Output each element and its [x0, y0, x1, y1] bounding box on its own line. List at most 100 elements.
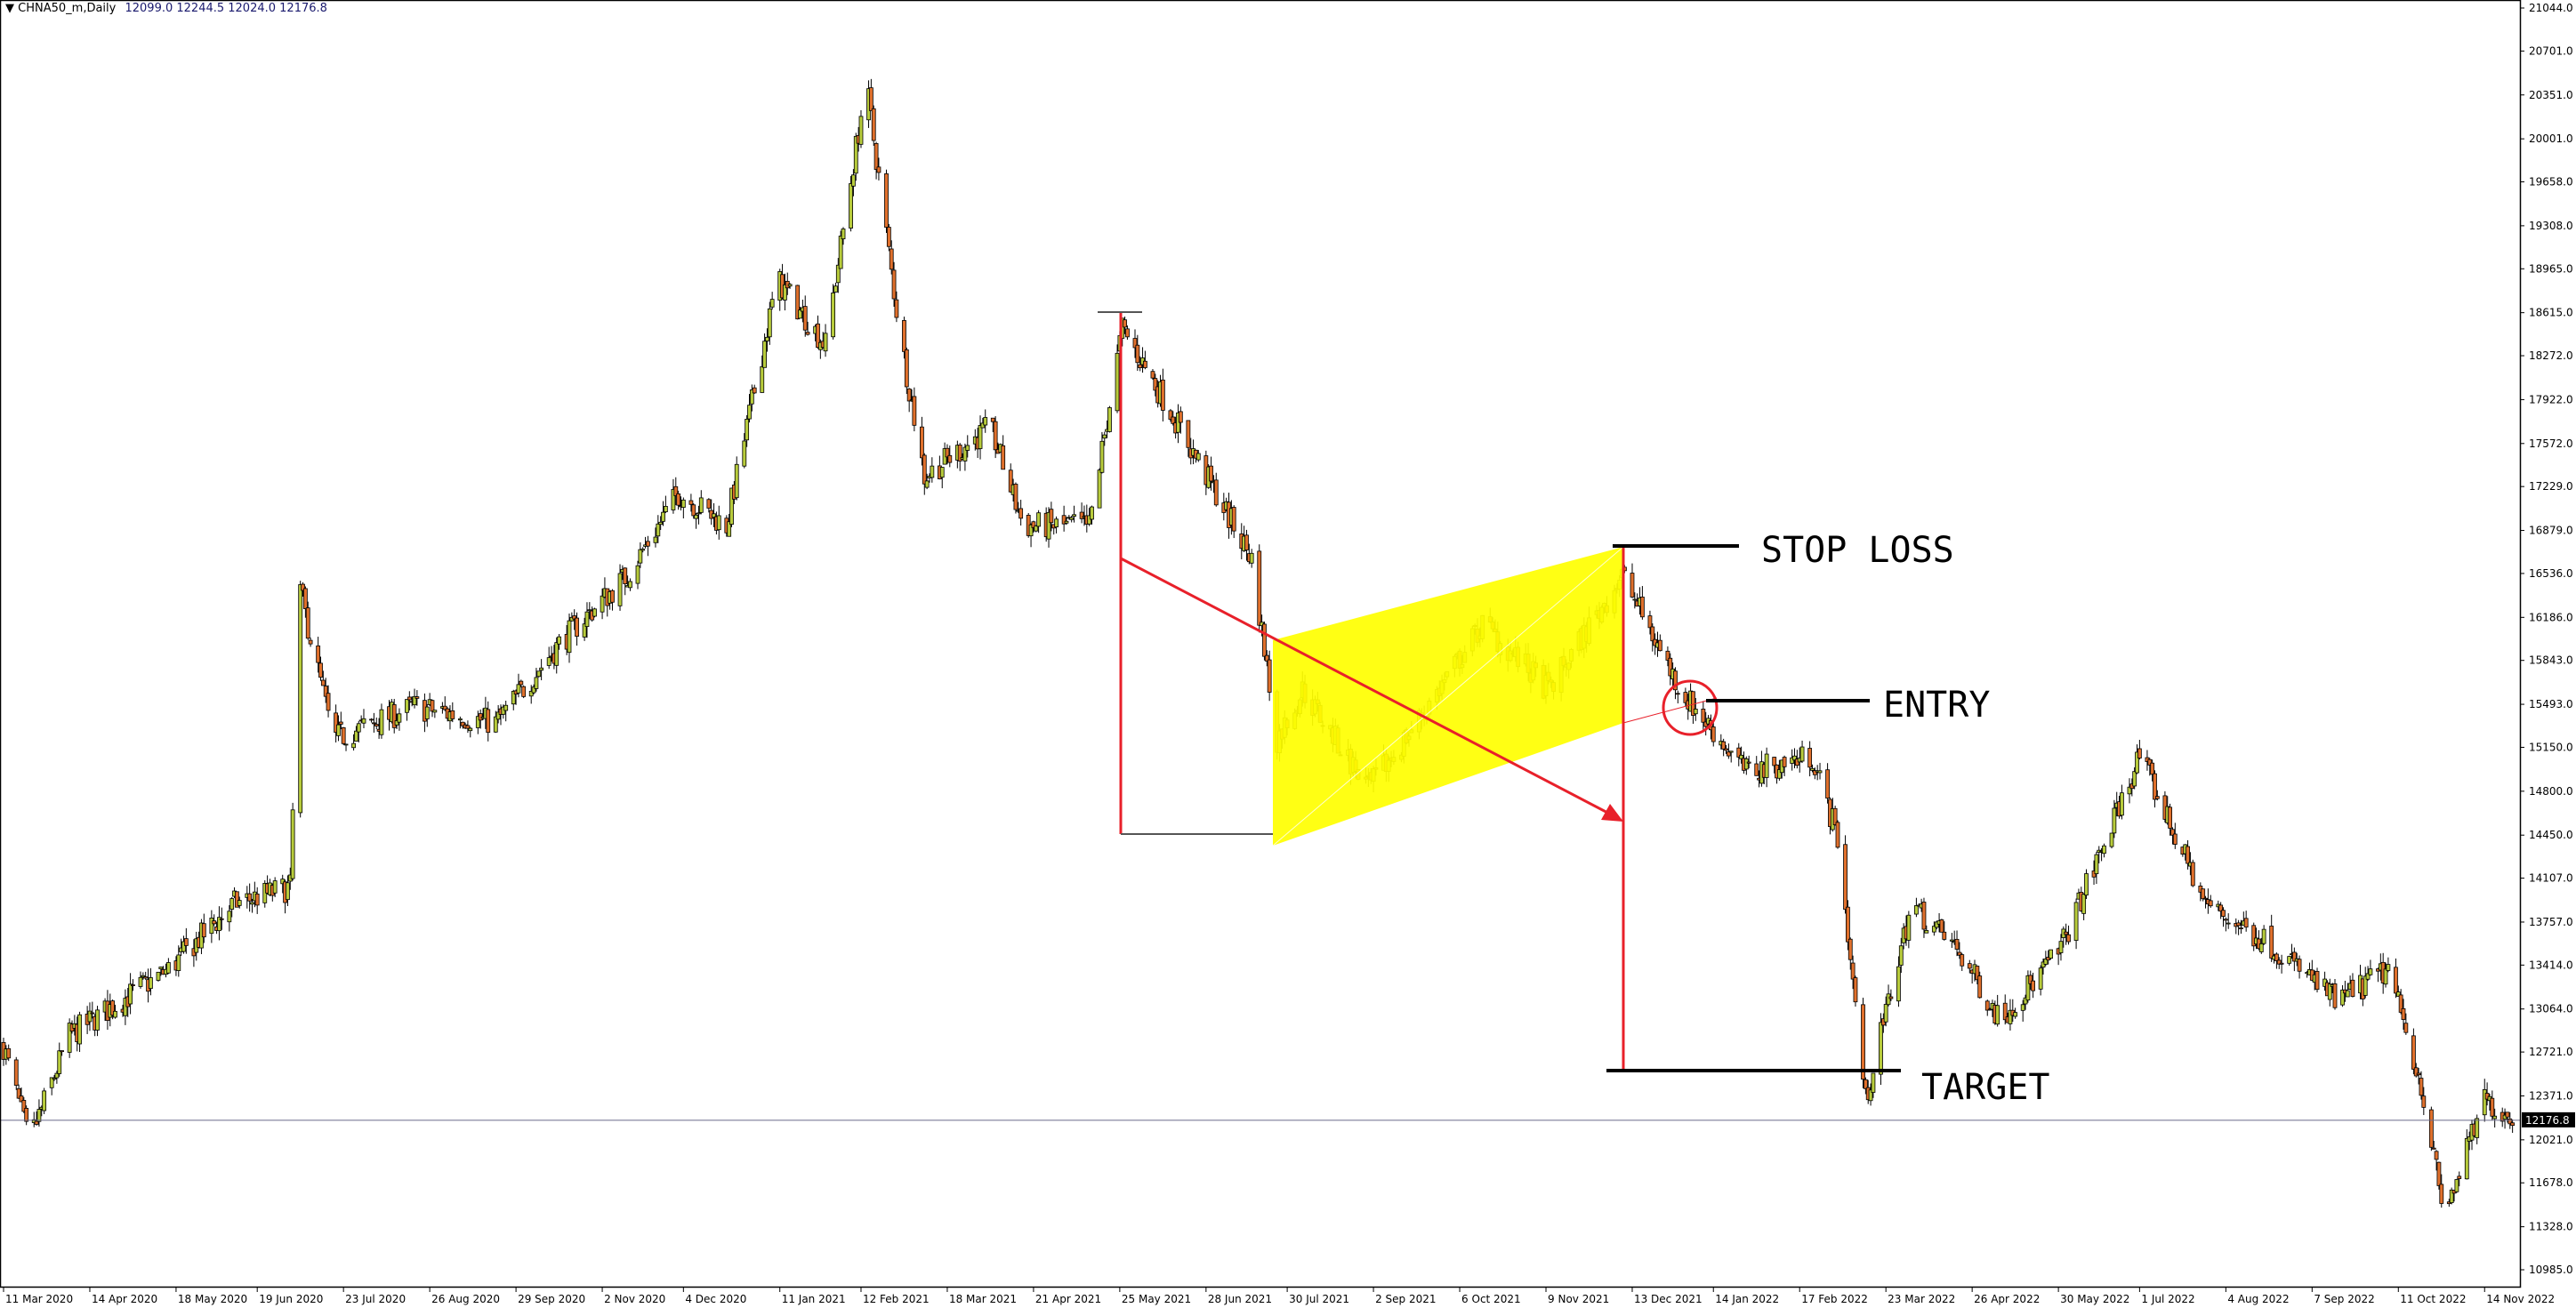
bear-candle [519, 680, 524, 686]
collapse-triangle-icon[interactable]: ▼ [5, 2, 14, 15]
current-price-badge [2522, 1111, 2575, 1127]
x-tick-label: 18 May 2020 [178, 1293, 247, 1305]
bear-candle [2401, 1007, 2406, 1020]
bull-candle [1102, 434, 1107, 439]
bull-candle [87, 1010, 93, 1023]
bear-candle [1143, 360, 1147, 368]
bear-candle [2172, 833, 2178, 845]
bull-candle [158, 967, 164, 969]
bear-candle [2431, 1147, 2436, 1150]
bear-candle [1061, 515, 1067, 525]
bull-candle [823, 333, 828, 352]
bear-candle [884, 173, 889, 228]
entry-circle[interactable] [1662, 679, 1719, 736]
bear-candle [131, 984, 135, 986]
bull-candle [747, 405, 752, 420]
bull-candle [54, 1072, 60, 1079]
bull-candle [2102, 845, 2106, 855]
bear-candle [2239, 927, 2243, 930]
bull-candle [138, 976, 143, 987]
x-tick-label: 28 Jun 2021 [1208, 1293, 1272, 1305]
bull-candle [978, 425, 983, 449]
bull-candle [2454, 1179, 2459, 1192]
bear-candle [2221, 910, 2226, 917]
bear-candle [1231, 507, 1236, 532]
bull-candle [1097, 469, 1102, 509]
bull-candle [2383, 968, 2388, 985]
bull-candle [250, 902, 254, 905]
x-tick-label: 6 Oct 2021 [1461, 1293, 1521, 1305]
bull-candle [853, 135, 858, 174]
bull-candle [939, 467, 945, 478]
bull-candle [1931, 926, 1936, 933]
x-tick-label: 14 Nov 2022 [2486, 1293, 2555, 1305]
bear-candle [575, 617, 579, 637]
annotations-layer: STOP LOSS ENTRY TARGET [1098, 311, 2050, 1108]
bull-candle [2084, 873, 2089, 896]
bull-candle [42, 1090, 47, 1111]
bull-candle [343, 743, 349, 746]
bear-candle [2170, 829, 2175, 836]
bear-candle [305, 607, 310, 639]
bull-candle [767, 308, 772, 338]
bull-candle [2025, 975, 2031, 1001]
bull-candle [1817, 770, 1823, 774]
bull-candle [1028, 524, 1034, 537]
bull-candle [354, 730, 358, 742]
projection-arrow-line[interactable] [1120, 557, 1615, 818]
bull-candle [468, 727, 473, 732]
x-tick-label: 2 Sep 2021 [1375, 1293, 1436, 1305]
bear-candle [2332, 983, 2338, 1008]
y-tick-label: 15150.0 [2529, 741, 2573, 753]
bear-candle [805, 332, 810, 335]
bear-candle [254, 893, 260, 906]
bull-candle [165, 962, 171, 974]
arrow-head-icon [1601, 804, 1623, 822]
bull-candle [2132, 771, 2137, 787]
bear-candle [415, 696, 420, 699]
x-tick-label: 14 Jan 2022 [1715, 1293, 1779, 1305]
bull-candle [528, 690, 534, 697]
bull-candle [412, 695, 417, 706]
bull-candle [727, 521, 732, 537]
bull-candle [1069, 517, 1075, 520]
bull-candle [1195, 453, 1201, 461]
bear-candle [2002, 1002, 2008, 1021]
bear-candle [2350, 979, 2355, 997]
bear-candle [795, 285, 801, 320]
bull-candle [838, 236, 843, 269]
bear-candle [1939, 919, 1944, 933]
bear-candle [894, 299, 899, 318]
bull-candle [765, 336, 769, 341]
bull-candle [2395, 991, 2401, 997]
bear-candle [1186, 420, 1191, 448]
bear-candle [816, 323, 820, 349]
x-tick-label: 26 Apr 2022 [1974, 1293, 2040, 1305]
bull-candle [95, 1009, 100, 1031]
bear-candle [802, 306, 808, 331]
bear-candle [1957, 951, 1962, 956]
bull-candle [653, 536, 658, 543]
bear-candle [1160, 379, 1165, 411]
bear-candle [912, 396, 917, 426]
bull-candle [2081, 894, 2087, 914]
bull-candle [1906, 914, 1912, 941]
bear-candle [1721, 741, 1727, 750]
bear-candle [2251, 925, 2257, 947]
bull-candle [176, 954, 181, 971]
bull-candle [716, 515, 721, 531]
x-tick-label: 29 Sep 2020 [518, 1293, 585, 1305]
bear-candle [450, 710, 455, 719]
bull-candle [680, 499, 686, 509]
bear-candle [2153, 773, 2157, 800]
bear-candle [1168, 410, 1173, 420]
bear-candle [143, 976, 149, 979]
y-tick-label: 11678.0 [2529, 1176, 2573, 1189]
bear-candle [1772, 757, 1777, 766]
bear-candle [1846, 906, 1850, 943]
bull-candle [397, 713, 402, 723]
bear-candle [2411, 1035, 2416, 1070]
x-tick-label: 4 Dec 2020 [685, 1293, 746, 1305]
bull-candle [237, 900, 242, 906]
